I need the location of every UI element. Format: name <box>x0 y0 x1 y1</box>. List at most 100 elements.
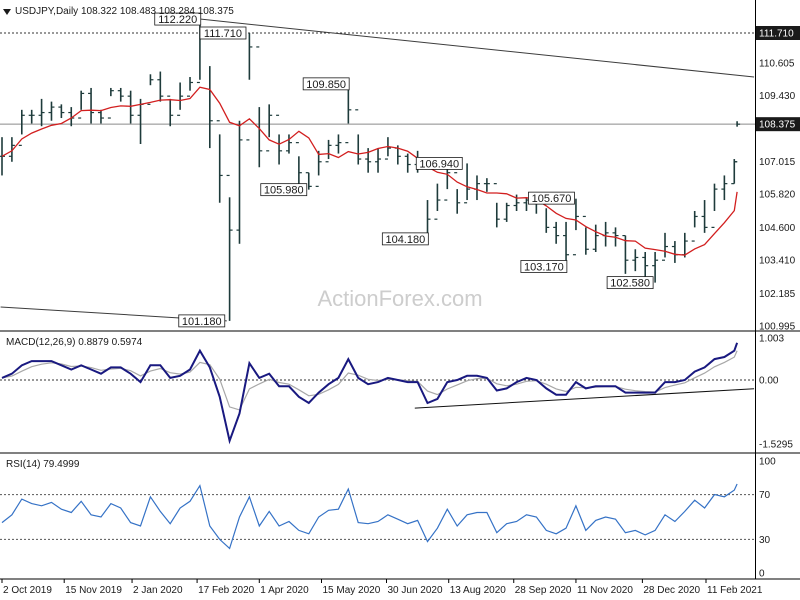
price-bar <box>711 183 718 228</box>
pivot-label-text: 102.580 <box>610 278 650 290</box>
pivot-label-text: 104.180 <box>385 234 425 246</box>
rsi-line <box>1 483 738 550</box>
price-bar <box>384 137 391 160</box>
macd-label: MACD(12,26,9) 0.8879 0.5974 <box>6 337 143 348</box>
triangle-down-icon[interactable] <box>3 9 11 15</box>
date-axis-label: 28 Sep 2020 <box>515 585 572 596</box>
price-bar <box>473 175 480 201</box>
price-axis-highlight-box <box>756 26 800 40</box>
moving-average-line <box>1 86 738 256</box>
price-bar <box>117 87 124 102</box>
price-bar <box>48 101 55 121</box>
pivot-label-box <box>520 260 568 273</box>
price-bar <box>721 175 728 201</box>
value-axis: 111.710 110.605 109.430 108.375 107.015 105.8… <box>756 26 800 580</box>
price-bar <box>671 241 678 263</box>
price-bar <box>226 174 233 321</box>
macd-axis-label: 0.00 <box>759 376 779 387</box>
price-bar <box>434 183 441 220</box>
pivot-label-text: 111.710 <box>204 28 242 40</box>
pivot-label: 106.940 <box>415 157 463 170</box>
macd-axis-label: -1.5295 <box>759 440 793 451</box>
price-bar <box>177 82 184 116</box>
price-bar <box>137 98 144 145</box>
pivot-label-text: 106.940 <box>419 158 459 170</box>
price-bar <box>325 139 332 163</box>
price-axis-label: 103.410 <box>759 255 796 266</box>
date-axis-label: 11 Nov 2020 <box>577 585 633 596</box>
price-bar <box>58 104 65 119</box>
price-bar <box>78 90 85 119</box>
price-bar <box>553 221 560 244</box>
price-axis-label: 105.820 <box>759 190 796 201</box>
pivot-label: 112.220 <box>154 12 202 26</box>
price-annotations: 112.220 111.710 109.850 105.980 106.940 104.1… <box>154 12 654 328</box>
pivot-label-box <box>606 276 654 290</box>
date-axis-label: 30 Jun 2020 <box>388 585 443 596</box>
price-bar <box>167 95 174 127</box>
price-bar <box>503 202 510 222</box>
price-bar <box>246 33 253 141</box>
price-bar <box>464 163 471 204</box>
date-axis-label: 2 Jan 2020 <box>133 585 183 596</box>
price-bar <box>305 172 312 190</box>
price-bar <box>454 172 461 214</box>
price-bar <box>8 137 15 162</box>
date-axis-label: 2 Oct 2019 <box>3 585 52 596</box>
price-bar <box>632 249 639 272</box>
date-axis-label: 15 Nov 2019 <box>65 585 122 596</box>
pivot-label: 111.710 <box>199 26 247 40</box>
pivot-label: 103.170 <box>520 260 568 273</box>
pivot-label-text: 105.980 <box>264 185 304 197</box>
rsi-panel <box>0 483 755 550</box>
price-bar <box>592 224 599 252</box>
price-bar <box>572 198 579 256</box>
price-bar <box>483 178 490 192</box>
rsi-axis-label: 70 <box>759 490 771 501</box>
pivot-label: 109.850 <box>302 77 350 91</box>
pivot-label-box <box>528 191 575 205</box>
pivot-label: 102.580 <box>606 276 654 290</box>
price-bar <box>157 71 164 102</box>
price-axis-label: 110.605 <box>759 59 795 70</box>
price-bar <box>513 194 520 211</box>
date-axis: 2 Oct 2019 15 Nov 2019 2 Jan 2020 17 Feb 20… <box>1 579 763 596</box>
price-bar <box>295 142 302 184</box>
date-axis-label: 1 Apr 2020 <box>260 585 309 596</box>
price-bar <box>315 150 322 187</box>
pivot-label-box <box>260 183 308 197</box>
chart-header: USDJPY,Daily 108.322 108.483 108.284 108… <box>15 6 234 17</box>
price-bar <box>444 167 451 201</box>
price-bar <box>701 200 708 233</box>
pivot-label-box <box>381 232 429 246</box>
price-bar <box>691 210 698 242</box>
price-bar <box>28 109 35 124</box>
macd-axis-label: 1.003 <box>759 333 784 344</box>
price-bar <box>734 121 741 163</box>
price-panel <box>0 18 755 322</box>
price-bar <box>216 120 223 203</box>
price-bar <box>652 251 659 283</box>
rsi-label: RSI(14) 79.4999 <box>6 459 80 470</box>
price-bar <box>424 158 431 239</box>
pivot-label: 105.670 <box>528 191 575 205</box>
pivot-label-text: 109.850 <box>306 79 346 91</box>
date-axis-label: 15 May 2020 <box>322 585 380 596</box>
price-bar <box>38 98 45 127</box>
price-axis-label: 102.185 <box>759 289 796 300</box>
price-bar <box>335 134 342 154</box>
pivot-label-box <box>415 157 463 170</box>
price-bar <box>375 148 382 173</box>
price-bar <box>97 109 104 124</box>
price-bar <box>602 221 609 247</box>
price-bar <box>662 232 669 261</box>
price-bar <box>563 221 570 267</box>
price-bar <box>256 46 263 168</box>
price-bar <box>147 74 154 105</box>
date-axis-label: 17 Feb 2020 <box>198 585 255 596</box>
price-bar <box>404 153 411 173</box>
price-axis-label: 107.015 <box>759 157 796 168</box>
price-bar <box>18 109 25 146</box>
pivot-label-box <box>302 77 350 91</box>
macd-panel <box>0 342 755 445</box>
